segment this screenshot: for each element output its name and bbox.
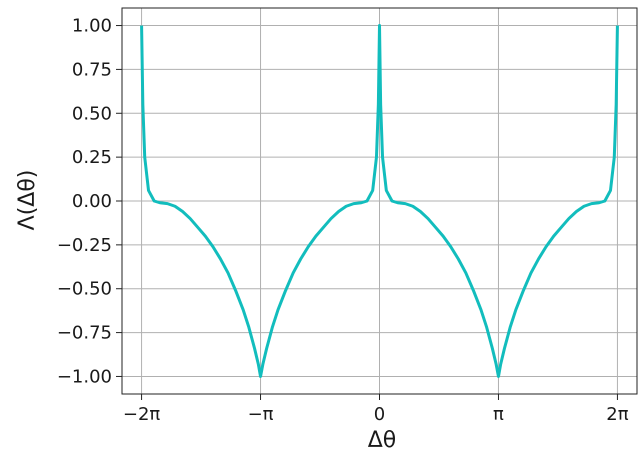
y-tick-label: 0.00 (72, 191, 112, 212)
y-axis-label: Λ(Δθ) (15, 170, 40, 231)
x-tick-label: 0 (374, 404, 385, 425)
ticks: −2π −π 0 π 2π 1.00 0.75 0.50 0.25 0.00 −0.25 −0.50 −… (57, 16, 629, 425)
series-line (140, 24, 619, 378)
x-tick-label: π (493, 404, 504, 425)
y-tick-label: 0.25 (72, 147, 112, 168)
x-tick-label: −π (248, 404, 274, 425)
x-tick-label: 2π (606, 404, 628, 425)
y-tick-label: −0.75 (57, 323, 112, 344)
series-layer (140, 24, 619, 378)
y-tick-label: 1.00 (72, 16, 112, 37)
y-tick-label: 0.50 (72, 103, 112, 124)
x-axis-label: Δθ (368, 428, 397, 452)
y-tick-label: 0.75 (72, 59, 112, 80)
y-tick-label: −0.25 (57, 235, 112, 256)
y-tick-label: −1.00 (57, 366, 112, 387)
x-tick-label: −2π (123, 404, 161, 425)
y-tick-label: −0.50 (57, 279, 112, 300)
